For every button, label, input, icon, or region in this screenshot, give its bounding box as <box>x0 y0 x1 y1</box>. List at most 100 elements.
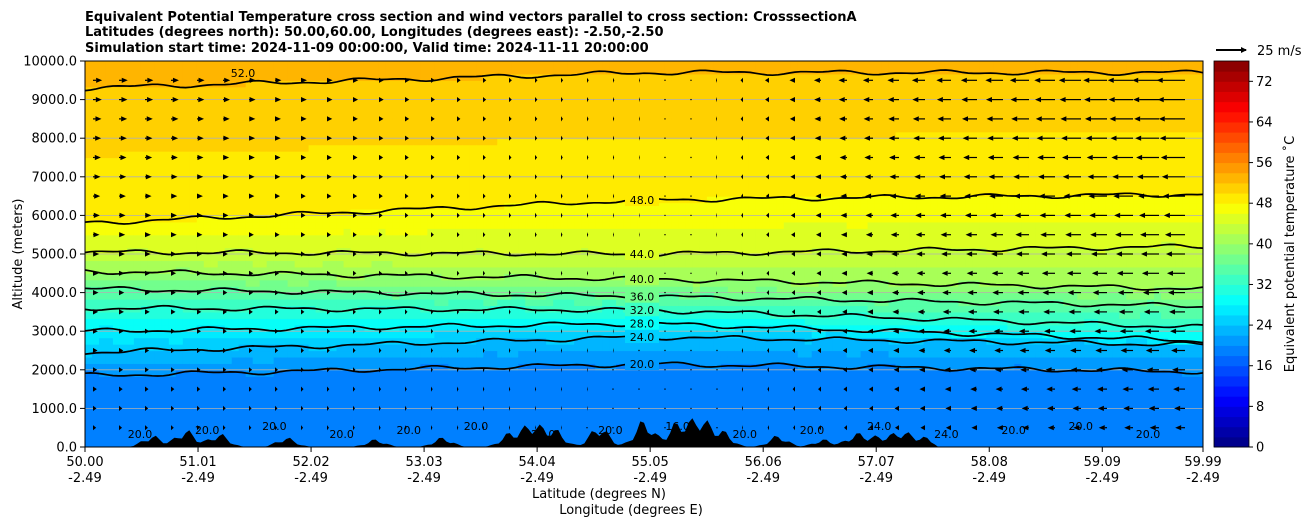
field-cell <box>350 163 359 171</box>
field-cell <box>567 196 575 204</box>
field-cell <box>371 382 380 390</box>
field-cell <box>469 241 477 249</box>
field-cell <box>280 61 289 69</box>
field-cell <box>259 427 268 435</box>
field-cell <box>238 202 247 210</box>
field-cell <box>616 215 624 223</box>
field-cell <box>441 376 449 384</box>
field-cell <box>252 286 261 294</box>
field-cell <box>175 118 184 126</box>
field-cell <box>329 215 338 223</box>
field-cell <box>602 112 610 120</box>
field-cell <box>105 125 114 133</box>
field-cell <box>133 363 142 371</box>
field-cell <box>371 112 380 120</box>
field-cell <box>259 324 268 332</box>
field-cell <box>455 183 463 191</box>
field-cell <box>287 292 296 300</box>
field-cell <box>154 311 163 319</box>
field-cell <box>616 93 624 101</box>
field-cell <box>518 228 526 236</box>
field-cell <box>119 86 128 94</box>
field-cell <box>322 131 331 139</box>
field-cell <box>588 208 596 216</box>
field-cell <box>322 299 331 307</box>
field-cell <box>602 299 610 307</box>
field-cell <box>476 279 484 287</box>
field-cell <box>560 196 568 204</box>
field-cell <box>469 215 477 223</box>
field-cell <box>595 118 603 126</box>
field-cell <box>119 414 128 422</box>
field-cell <box>357 369 366 377</box>
field-cell <box>343 144 352 152</box>
field-cell <box>343 344 352 352</box>
field-cell <box>511 350 519 358</box>
field-cell <box>469 234 477 242</box>
field-cell <box>504 170 512 178</box>
field-cell <box>294 118 303 126</box>
field-cell <box>392 356 401 364</box>
field-cell <box>511 61 519 69</box>
field-cell <box>85 118 93 126</box>
field-cell <box>462 170 470 178</box>
field-cell <box>182 369 191 377</box>
field-cell <box>203 389 212 397</box>
field-cell <box>427 266 435 274</box>
field-cell <box>546 324 554 332</box>
field-cell <box>483 99 491 107</box>
field-cell <box>567 292 575 300</box>
field-cell <box>497 176 505 184</box>
field-cell <box>105 395 114 403</box>
field-cell <box>637 157 645 165</box>
field-cell <box>322 273 331 281</box>
field-cell <box>301 331 310 339</box>
field-cell <box>294 202 303 210</box>
field-cell <box>497 170 505 178</box>
field-cell <box>336 389 345 397</box>
field-cell <box>413 382 421 390</box>
field-cell <box>406 73 415 81</box>
field-cell <box>392 414 401 422</box>
field-cell <box>609 106 617 114</box>
field-cell <box>350 356 359 364</box>
field-cell <box>126 80 135 88</box>
field-cell <box>441 266 449 274</box>
field-cell <box>385 311 394 319</box>
field-cell <box>98 305 107 313</box>
field-cell <box>650 369 659 377</box>
field-cell <box>196 228 205 236</box>
field-cell <box>469 421 477 429</box>
field-cell <box>546 363 554 371</box>
field-cell <box>385 73 394 81</box>
field-cell <box>602 215 610 223</box>
field-cell <box>476 157 484 165</box>
field-cell <box>623 228 631 236</box>
field-cell <box>406 99 415 107</box>
field-cell <box>567 131 575 139</box>
field-cell <box>126 356 135 364</box>
field-cell <box>539 363 547 371</box>
field-cell <box>434 254 442 262</box>
field-cell <box>539 414 547 422</box>
field-cell <box>147 254 156 262</box>
field-cell <box>371 401 380 409</box>
field-cell <box>182 350 191 358</box>
field-cell <box>560 247 568 255</box>
field-cell <box>105 144 114 152</box>
field-cell <box>91 67 100 75</box>
field-cell <box>357 125 366 133</box>
field-cell <box>224 157 233 165</box>
field-cell <box>161 163 170 171</box>
field-cell <box>539 382 547 390</box>
field-cell <box>399 324 408 332</box>
field-cell <box>266 260 275 268</box>
field-cell <box>630 350 638 358</box>
field-cell <box>616 241 624 249</box>
field-cell <box>441 318 449 326</box>
field-cell <box>280 93 289 101</box>
field-cell <box>315 434 324 442</box>
field-cell <box>483 279 491 287</box>
field-cell <box>560 73 568 81</box>
field-cell <box>203 112 212 120</box>
